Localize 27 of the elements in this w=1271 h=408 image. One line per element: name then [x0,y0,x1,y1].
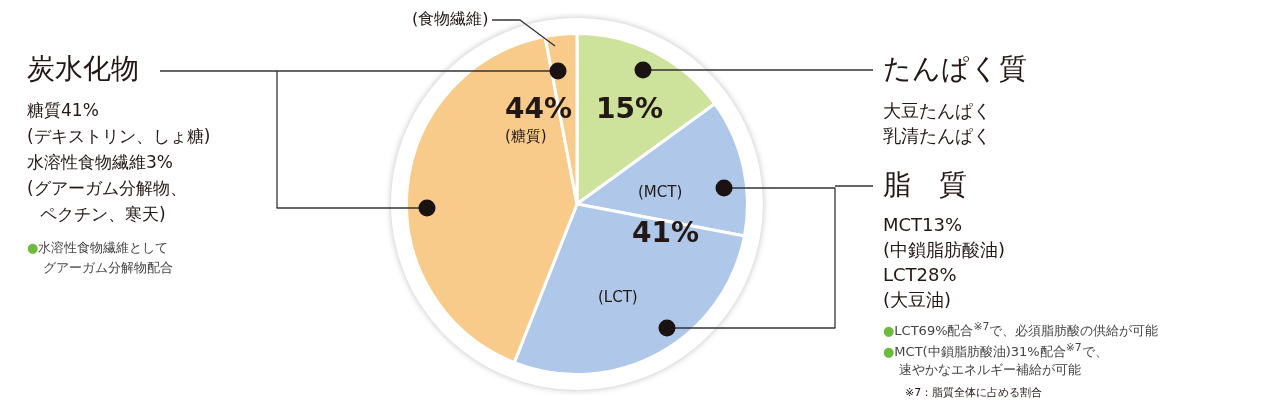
slice-label: (糖質) [505,127,547,145]
text: ●LCT69%配合$^{※7}$で、必須脂肪酸の供給が可能 [883,320,1159,339]
text: 速やかなエネルギー補給が可能 [899,362,1081,378]
text: 41% [632,216,700,250]
text: ペクチン、寒天) [40,204,166,225]
text: (グアーガム分解物、 [27,178,187,199]
text: 44% [505,92,573,126]
text: MCT13% [883,214,963,236]
slice-label: (MCT) [638,183,683,201]
text: LCT28% [883,264,957,286]
slice-label: (食物繊維) [412,9,489,29]
text: 乳清たんぱく [883,125,991,147]
slice-label: たんぱく質 [883,52,1027,86]
slice-label: (LCT) [598,288,638,306]
text: ●MCT(中鎖脂肪酸油)31%配合$^{※7}$で、 [883,341,1108,360]
text: 15% [596,92,664,126]
text: 水溶性食物繊維3% [27,152,173,173]
text: (中鎖脂肪酸油) [883,239,1006,261]
text: 大豆たんぱく [883,100,991,122]
text: 炭水化物 [27,52,139,86]
text: 糖質41% [27,100,99,121]
text: ●水溶性食物繊維として [27,240,169,256]
text: 脂 質 [883,168,967,202]
text: (大豆油) [883,289,952,311]
text: (デキストリン、しょ糖) [27,126,211,147]
text: グアーガム分解物配合 [43,260,173,276]
text: ※7：脂質全体に占める割合 [905,386,1043,400]
